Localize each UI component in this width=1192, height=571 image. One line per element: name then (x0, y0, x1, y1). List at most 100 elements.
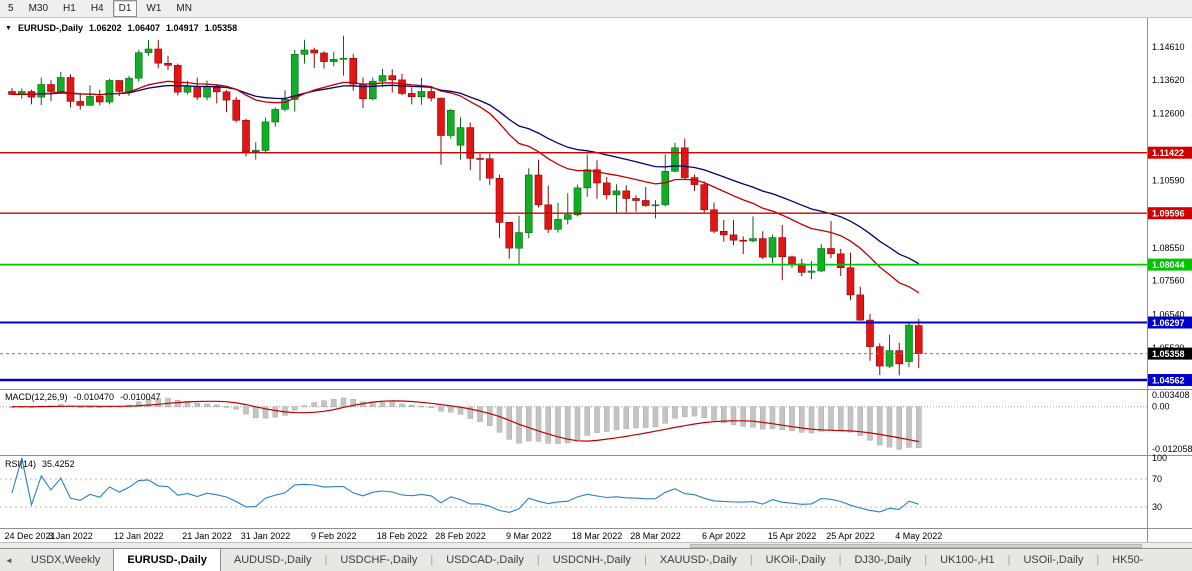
macd-bar (623, 406, 629, 430)
macd-bar (340, 397, 347, 407)
macd-bar (662, 406, 668, 424)
candle-down (797, 258, 806, 277)
price-chart[interactable]: 1.14610 1.13620 1.12600 1.10590 1.08550 1.075… (0, 18, 1192, 542)
time-axis-label: 18 Feb 2022 (377, 531, 428, 541)
candle-up (134, 49, 143, 82)
tab-xauusd-daily[interactable]: XAUUSD-,Daily (659, 554, 737, 566)
price-label-text: 1.04562 (1152, 375, 1185, 385)
macd-bar (896, 406, 902, 450)
tab-usdx-weekly[interactable]: USDX,Weekly (30, 554, 101, 566)
candle-down (632, 195, 640, 212)
macd-bar (262, 406, 269, 419)
candle-down (193, 77, 202, 101)
tab-usoil-daily[interactable]: USOil-,Daily (1023, 554, 1084, 566)
timeframe-button-5[interactable]: 5 (8, 3, 14, 14)
candle-body (719, 231, 728, 236)
tab-usdcad-daily[interactable]: USDCAD-,Daily (446, 554, 524, 566)
candle-down (690, 174, 699, 191)
tab-ukoil-daily[interactable]: UKOil-,Daily (765, 554, 826, 566)
timeframe-button-w1[interactable]: W1 (146, 3, 162, 14)
macd-bar (565, 406, 571, 444)
chart-area[interactable]: 1.14610 1.13620 1.12600 1.10590 1.08550 1.075… (0, 18, 1192, 542)
candle-body (885, 350, 894, 367)
candle-down (680, 138, 689, 180)
candle-up (144, 40, 153, 56)
candle-body (437, 97, 445, 136)
candle-body (856, 294, 865, 321)
candle-body (271, 109, 280, 123)
price-axis-tick: 1.07560 (1152, 276, 1185, 286)
tab-separator: | (324, 554, 328, 566)
tab-separator: | (430, 554, 434, 566)
candle-up (885, 334, 894, 369)
candle-body (37, 84, 46, 98)
candle-down (895, 342, 904, 376)
candle-body (154, 48, 163, 64)
macd-bar (818, 406, 824, 432)
tab-eurusd-daily[interactable]: EURUSD-,Daily (113, 549, 221, 571)
timeframe-button-mn[interactable]: MN (176, 3, 192, 14)
macd-bar (311, 402, 317, 408)
candle-up (749, 216, 757, 243)
macd-bar (194, 403, 200, 407)
candle-body (281, 99, 289, 110)
macd-bar (204, 403, 210, 407)
candle-down (164, 55, 172, 70)
time-axis-label: 25 Apr 2022 (826, 531, 875, 541)
timeframe-button-m30[interactable]: M30 (28, 3, 49, 14)
candle-body (86, 96, 94, 106)
candle-down (505, 222, 514, 259)
tab-usdcnh-daily[interactable]: USDCNH-,Daily (552, 554, 631, 566)
candle-body (95, 96, 104, 103)
candle-body (476, 158, 484, 160)
candle-body (739, 239, 748, 242)
candle-body (446, 110, 455, 136)
candle-up (524, 168, 533, 239)
candle-body (700, 184, 709, 211)
macd-bar (789, 406, 795, 432)
timeframe-button-h1[interactable]: H1 (63, 3, 76, 14)
macd-bar (350, 399, 356, 407)
macd-bar (331, 398, 337, 408)
timeframe-button-h4[interactable]: H4 (90, 3, 104, 14)
candle-body (183, 85, 192, 93)
tab-hk50[interactable]: HK50- (1112, 554, 1144, 566)
time-axis-label: 21 Jan 2022 (182, 531, 232, 541)
symbol-dropdown-icon[interactable]: ▼ (5, 25, 12, 32)
macd-bar (652, 406, 659, 428)
scrollbar-thumb[interactable] (690, 544, 1142, 548)
tab-scroll-left-icon[interactable]: ◄ (5, 555, 13, 565)
tab-separator: | (643, 554, 647, 566)
candle-down (641, 186, 650, 207)
candle-body (729, 234, 738, 241)
tab-audusd-daily[interactable]: AUDUSD-,Daily (233, 554, 312, 566)
fast-ma-line (11, 80, 920, 294)
macd-bar (87, 406, 93, 408)
candle-up (251, 142, 260, 160)
tab-usdchf-daily[interactable]: USDCHF-,Daily (340, 554, 418, 566)
candle-up (37, 77, 46, 105)
tab-dj30-daily[interactable]: DJ30-,Daily (854, 554, 912, 566)
chart-horizontal-scrollbar[interactable] (0, 542, 1192, 548)
candle-body (203, 85, 211, 98)
macd-bar (292, 406, 298, 411)
tab-uk100-h1[interactable]: UK100-,H1 (940, 554, 995, 566)
candle-down (622, 185, 631, 213)
time-axis-label: 24 Dec 2021 (4, 531, 55, 541)
price-axis-tick: 1.12600 (1152, 109, 1185, 119)
macd-bar (165, 397, 171, 407)
candle-down (836, 248, 845, 276)
candle-down (232, 97, 241, 123)
candle-down (788, 255, 796, 268)
timeframe-button-d1[interactable]: D1 (112, 0, 138, 17)
time-axis-label: 12 Jan 2022 (114, 531, 164, 541)
macd-bar (613, 406, 620, 431)
macd-bar (214, 404, 220, 407)
macd-bar (779, 406, 785, 431)
tab-separator: | (536, 554, 540, 566)
macd-bar (760, 406, 766, 430)
candle-body (671, 147, 679, 172)
candle-body (368, 80, 377, 100)
macd-bar (389, 402, 395, 407)
candle-down (729, 220, 738, 246)
